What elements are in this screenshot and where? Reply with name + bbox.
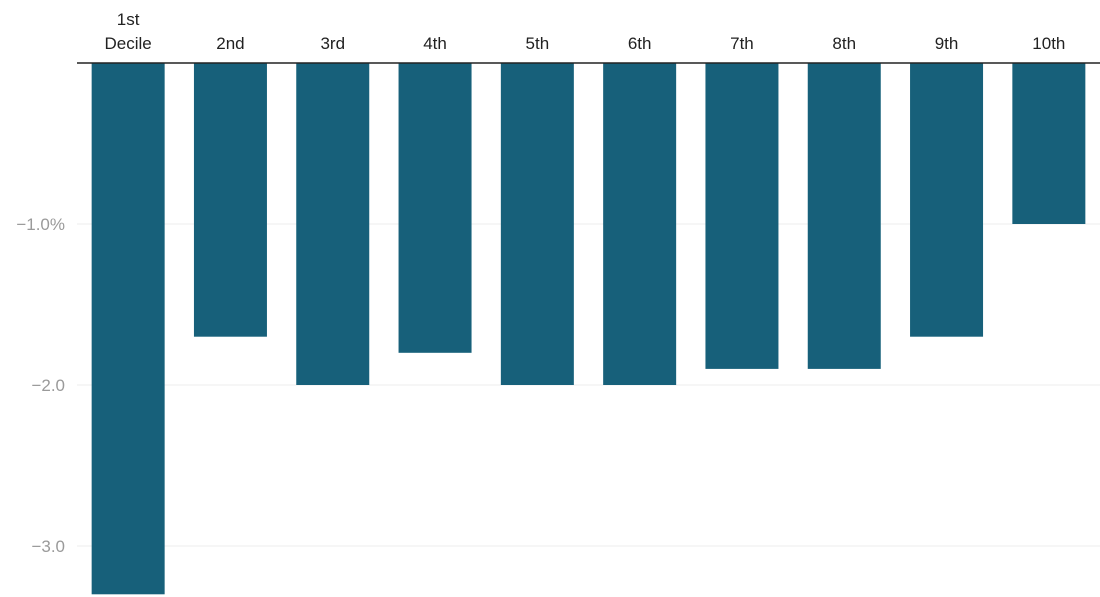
category-label: 5th — [526, 34, 550, 53]
category-label: 6th — [628, 34, 652, 53]
y-axis-ticks: −1.0% −2.0 −3.0 — [16, 215, 65, 556]
category-label: 7th — [730, 34, 754, 53]
category-labels: 1st Decile 2nd 3rd 4th 5th 6th 7th 8th 9th 10th — [105, 10, 1066, 53]
category-label: 10th — [1032, 34, 1065, 53]
category-label: 2nd — [216, 34, 244, 53]
bar — [296, 63, 370, 385]
category-label: 3rd — [320, 34, 345, 53]
bar — [807, 63, 881, 369]
bar — [500, 63, 574, 385]
y-tick-label: −1.0% — [16, 215, 65, 234]
category-label: 1st — [117, 10, 140, 29]
y-tick-label: −2.0 — [31, 376, 65, 395]
category-label: Decile — [105, 34, 152, 53]
bar — [91, 63, 165, 595]
bars — [91, 63, 1086, 595]
bar — [705, 63, 779, 369]
bar — [603, 63, 677, 385]
bar — [398, 63, 472, 353]
bar — [910, 63, 984, 337]
bar — [193, 63, 267, 337]
bar — [1012, 63, 1086, 224]
category-label: 4th — [423, 34, 447, 53]
y-tick-label: −3.0 — [31, 537, 65, 556]
category-label: 9th — [935, 34, 959, 53]
category-label: 8th — [832, 34, 856, 53]
